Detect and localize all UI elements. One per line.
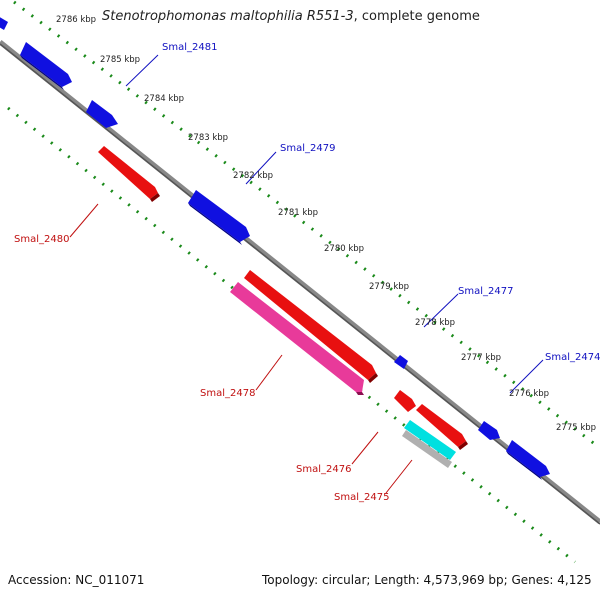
genome-summary-text: Topology: circular; Length: 4,573,969 bp… <box>262 573 592 587</box>
gene-label-smal-2481[interactable]: Smal_2481 <box>162 42 217 53</box>
gene-label-smal-2475[interactable]: Smal_2475 <box>334 492 389 503</box>
label-connectors <box>69 54 544 494</box>
gene-label-smal-2480[interactable]: Smal_2480 <box>14 234 69 245</box>
scale-label: 2783 kbp <box>188 133 228 143</box>
scale-label: 2775 kbp <box>556 423 596 433</box>
gene-smal-2474[interactable] <box>506 440 550 477</box>
gene-smal-2476b[interactable] <box>416 404 466 447</box>
accession-text: Accession: NC_011071 <box>8 573 145 587</box>
gene-smal-2478-pseudo[interactable] <box>230 282 364 392</box>
gene-smal-2480[interactable] <box>98 146 158 199</box>
scale-label: 2776 kbp <box>509 389 549 399</box>
gene-smal-2475-rna[interactable] <box>404 420 456 460</box>
upper-scale-track <box>13 0 600 450</box>
scale-label: 2779 kbp <box>369 282 409 292</box>
gene-smal-2477[interactable] <box>394 355 408 369</box>
gene-smal-2481[interactable] <box>20 42 72 87</box>
gene-smal-2475-gray[interactable] <box>402 430 452 468</box>
map-title: Stenotrophomonas maltophilia R551-3, com… <box>102 9 480 24</box>
gene-smal-2479[interactable] <box>188 190 250 242</box>
other-genes <box>230 282 456 468</box>
gene-smal-2482[interactable] <box>0 16 8 30</box>
gene-smal-2474b[interactable] <box>478 421 500 440</box>
gene-label-smal-2478[interactable]: Smal_2478 <box>200 388 255 399</box>
gene-label-smal-2474[interactable]: Smal_2474 <box>545 352 600 363</box>
scale-label: 2785 kbp <box>100 55 140 65</box>
scale-label: 2784 kbp <box>144 94 184 104</box>
title-suffix: , complete genome <box>353 9 480 24</box>
gene-label-smal-2479[interactable]: Smal_2479 <box>280 143 335 154</box>
forward-genes <box>0 16 550 480</box>
scale-label: 2778 kbp <box>415 318 455 328</box>
scale-label: 2780 kbp <box>324 244 364 254</box>
reverse-genes <box>98 146 468 450</box>
gene-label-smal-2476[interactable]: Smal_2476 <box>296 464 351 475</box>
organism-name: Stenotrophomonas maltophilia R551-3 <box>102 9 354 24</box>
gene-label-smal-2477[interactable]: Smal_2477 <box>458 286 513 297</box>
gene-smal-2476[interactable] <box>394 390 416 412</box>
scale-label: 2782 kbp <box>233 171 273 181</box>
scale-label: 2786 kbp <box>56 15 96 25</box>
gene-labels: Smal_2481 Smal_2480 Smal_2479 Smal_2478 … <box>14 42 600 503</box>
scale-labels: 2786 kbp 2785 kbp 2784 kbp 2783 kbp 2782… <box>56 15 596 433</box>
scale-label: 2777 kbp <box>461 353 501 363</box>
scale-label: 2781 kbp <box>278 208 318 218</box>
gene-smal-2478[interactable] <box>244 270 376 380</box>
gene-smal-2480b[interactable] <box>86 100 118 128</box>
